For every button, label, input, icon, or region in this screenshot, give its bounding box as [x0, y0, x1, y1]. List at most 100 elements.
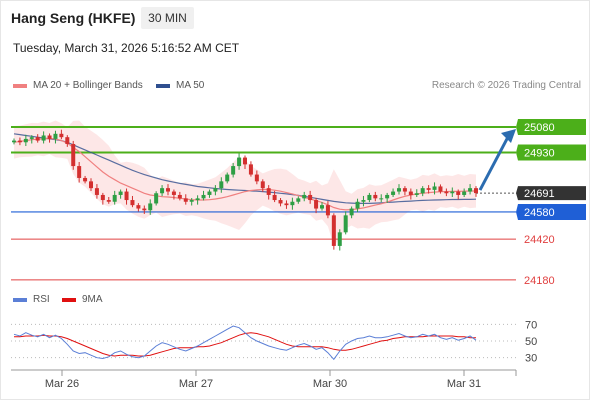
level-tag-24930 — [516, 144, 586, 161]
candle-body — [260, 181, 265, 189]
candle-body — [320, 205, 324, 209]
candle-body — [456, 191, 461, 195]
candle-body — [219, 181, 224, 189]
candle-body — [136, 205, 141, 209]
candle-body — [432, 186, 437, 190]
rsi-tick-70: 70 — [525, 319, 537, 331]
candle-body — [166, 188, 170, 192]
candle-body — [183, 198, 188, 202]
legend-ma50: MA 50 — [156, 80, 204, 91]
candle-body — [385, 194, 390, 199]
candle-body — [89, 181, 93, 189]
candle-body — [408, 191, 413, 195]
candle-body — [414, 193, 419, 195]
candle-body — [243, 157, 247, 165]
ma20-line — [13, 137, 476, 211]
candle-body — [177, 194, 182, 199]
candle-body — [160, 188, 165, 194]
candle-body — [331, 215, 336, 246]
candle-body — [361, 200, 366, 202]
candle-body — [59, 133, 64, 138]
candle-body — [112, 194, 117, 202]
candle-body — [171, 191, 176, 195]
candle-body — [349, 208, 354, 216]
candle-body — [278, 200, 283, 204]
candle-body — [41, 135, 46, 141]
legend-ma20: MA 20 + Bollinger Bands — [13, 80, 143, 91]
candle-body — [77, 166, 82, 178]
candle-body — [391, 191, 396, 195]
legend-rsi-ma: 9MA — [62, 294, 103, 305]
candle-body — [201, 194, 206, 199]
candle-body — [237, 157, 242, 167]
candle-body — [189, 200, 194, 202]
forecast-arrow-head — [501, 128, 516, 143]
timeframe-badge[interactable]: 30 MIN — [141, 7, 194, 29]
rsi-swatch — [13, 297, 27, 302]
candle-body — [225, 174, 230, 182]
candle-body — [124, 191, 129, 201]
level-label-24580: 24580 — [524, 207, 555, 219]
bollinger-band — [14, 120, 476, 246]
candle-body — [142, 208, 147, 211]
x-tick-label: Mar 26 — [45, 378, 79, 390]
candle-body — [130, 200, 135, 206]
candle-body — [420, 188, 425, 194]
candle-body — [402, 188, 407, 192]
legend-rsi: RSI — [13, 294, 50, 305]
candle-body — [35, 137, 40, 141]
instrument-title: Hang Seng (HKFE) — [11, 10, 136, 26]
candle-body — [154, 193, 159, 204]
x-tick-label: Mar 27 — [179, 378, 213, 390]
copyright-notice: Research © 2026 Trading Central — [431, 80, 581, 91]
candle-body — [272, 194, 277, 201]
candle-body — [426, 188, 431, 190]
candle-body — [231, 166, 236, 175]
candle-body — [462, 191, 467, 195]
level-label-24930: 24930 — [524, 147, 555, 159]
level-label-25080: 25080 — [524, 122, 555, 134]
level-label-24180: 24180 — [524, 275, 555, 287]
forecast-arrow-shaft — [478, 136, 510, 191]
candle-body — [308, 194, 313, 201]
candle-body — [17, 140, 22, 143]
ma50-legend-label: MA 50 — [176, 80, 205, 91]
level-label-24420: 24420 — [524, 234, 555, 246]
x-tick-label: Mar 31 — [447, 378, 481, 390]
candle-body — [12, 140, 16, 143]
candle-body — [474, 188, 478, 194]
candle-body — [379, 198, 384, 200]
candle-body — [284, 203, 289, 206]
candle-body — [106, 200, 111, 202]
candle-body — [47, 135, 52, 139]
candle-body — [53, 133, 58, 139]
candle-body — [444, 191, 449, 194]
rsi-line — [13, 325, 477, 361]
candle-body — [450, 191, 455, 194]
candle-body — [290, 201, 295, 206]
rsi-ma-line — [14, 332, 476, 357]
candle-body — [468, 188, 473, 192]
candle-body — [296, 198, 301, 202]
candle-body — [314, 200, 319, 209]
candle-body — [367, 194, 372, 201]
candle-body — [65, 137, 70, 144]
level-tag-24580 — [516, 203, 586, 220]
rsi-ma-legend-label: 9MA — [82, 294, 103, 305]
candle-body — [302, 194, 307, 199]
rsi-tick-50: 50 — [525, 336, 537, 348]
ma20-legend-label: MA 20 + Bollinger Bands — [33, 80, 143, 91]
candle-body — [71, 143, 76, 167]
candle-body — [94, 188, 99, 195]
candle-body — [195, 198, 200, 201]
candle-body — [373, 194, 378, 199]
candle-body — [355, 201, 360, 209]
candle-body — [118, 191, 123, 195]
level-tag-25080 — [516, 118, 586, 135]
candle-body — [248, 164, 253, 175]
timestamp: Tuesday, March 31, 2026 5:16:52 AM CET — [13, 41, 240, 55]
rsi-legend-label: RSI — [33, 294, 50, 305]
ma20-swatch — [13, 83, 27, 88]
candle-body — [397, 188, 401, 192]
